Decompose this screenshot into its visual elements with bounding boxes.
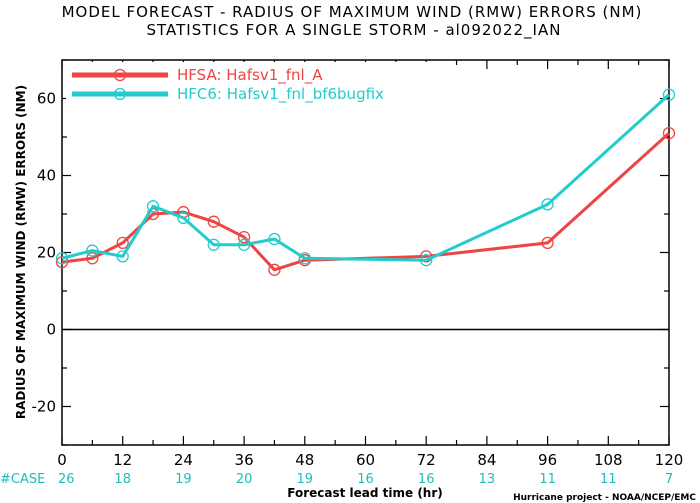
x-tick-label: 108 [594, 451, 623, 469]
series-1-point [55, 255, 69, 269]
series-2-point [207, 238, 220, 251]
case-count: 19 [175, 472, 192, 487]
y-tick-label: 20 [37, 244, 56, 262]
series-2-point [420, 254, 433, 267]
legend-label-2: HFC6: Hafsv1_fnl_bf6bugfix [177, 85, 384, 104]
y-axis-label: RADIUS OF MAXIMUM WIND (RMW) ERRORS (NM) [14, 85, 28, 419]
series-2-point [268, 232, 281, 246]
plot-frame [61, 59, 670, 446]
legend-marker-1 [113, 68, 127, 82]
case-count: 11 [600, 472, 617, 487]
x-axis-label: Forecast lead time (hr) [287, 486, 443, 500]
series-1-point [237, 230, 251, 244]
series-1-point [116, 236, 129, 250]
case-count: 16 [418, 472, 435, 487]
case-count: 13 [479, 472, 496, 487]
series-1-point [207, 215, 220, 228]
credit-text: Hurricane project - NOAA/NCEP/EMC [513, 493, 696, 503]
x-tick-label: 48 [295, 451, 314, 469]
x-tick-label: 0 [57, 451, 67, 469]
x-axis: 0 12 24 36 48 60 72 84 96 108 120 [57, 60, 683, 469]
series-2-point [146, 200, 160, 213]
case-count-row: #CASE 26 18 19 20 19 16 16 13 11 11 7 [0, 472, 673, 487]
x-tick-label: 24 [174, 451, 193, 469]
series-2-point [541, 198, 554, 211]
series-2-point [86, 244, 99, 257]
series-2-point [237, 238, 251, 251]
x-tick-label: 96 [538, 451, 557, 469]
case-count: 19 [297, 472, 314, 487]
series-2-point [662, 88, 676, 101]
series-2-point [116, 250, 129, 263]
case-count: 20 [236, 472, 253, 487]
x-tick-label: 36 [235, 451, 254, 469]
legend-box [66, 62, 451, 108]
chart-subtitle: STATISTICS FOR A SINGLE STORM - al092022… [147, 21, 562, 40]
case-label: #CASE [0, 472, 45, 487]
case-count: 11 [539, 472, 556, 487]
case-count: 26 [58, 472, 75, 487]
series-group [55, 88, 676, 276]
y-tick-label: -20 [32, 398, 57, 416]
y-axis: 60 40 20 0 -20 [32, 59, 669, 446]
series-1-point [86, 252, 99, 265]
x-tick-label: 72 [417, 451, 436, 469]
series-line-2 [61, 93, 671, 262]
y-tick-label: 40 [37, 167, 56, 185]
series-2-point [177, 211, 190, 225]
y-tick-label: 0 [46, 321, 56, 339]
series-1-point [268, 263, 281, 276]
chart-title: MODEL FORECAST - RADIUS OF MAXIMUM WIND … [62, 3, 643, 21]
series-1-point [662, 126, 676, 140]
case-count: 7 [665, 472, 673, 487]
case-count: 16 [357, 472, 374, 487]
y-tick-label: 60 [37, 90, 56, 108]
case-count: 18 [114, 472, 131, 487]
series-2-point [55, 252, 69, 265]
x-tick-label: 84 [477, 451, 496, 469]
x-tick-label: 120 [655, 451, 684, 469]
x-tick-label: 12 [113, 451, 132, 469]
legend-label-1: HFSA: Hafsv1_fnl_A [177, 66, 323, 85]
series-2-point [298, 252, 311, 265]
legend-marker-2 [113, 87, 127, 101]
x-tick-label: 60 [356, 451, 375, 469]
series-1-point [541, 236, 554, 250]
